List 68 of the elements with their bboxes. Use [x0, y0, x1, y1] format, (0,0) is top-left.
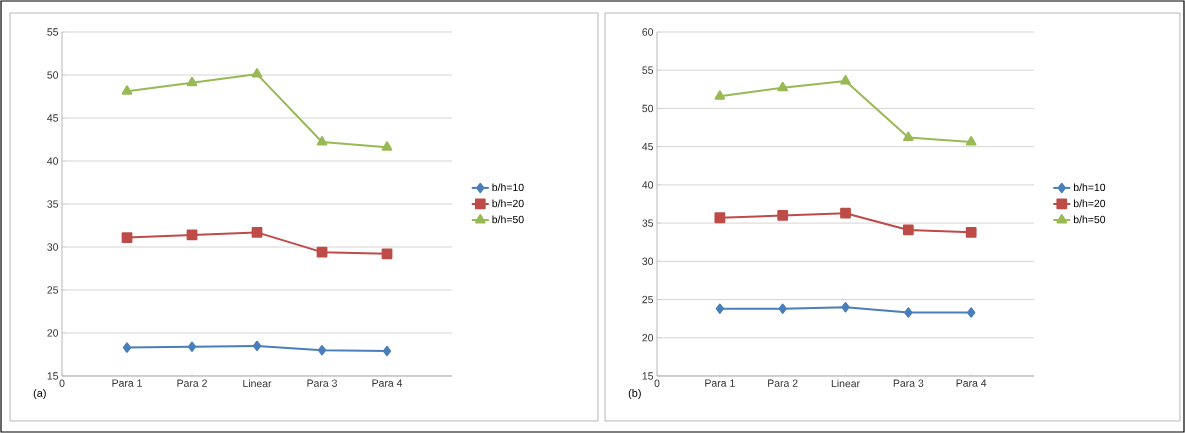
x-tick-label: Para 1	[705, 379, 735, 387]
point	[121, 85, 133, 95]
x-tick-label: 0	[654, 379, 660, 387]
x-tick-label: Para 2	[177, 379, 207, 387]
point	[902, 224, 914, 236]
x-tick-label: Para 1	[112, 379, 142, 387]
point	[840, 74, 851, 85]
point	[251, 68, 263, 78]
point	[967, 307, 976, 318]
point	[251, 226, 263, 238]
legend-label: b/h=50	[492, 215, 524, 224]
point	[715, 303, 724, 314]
point	[252, 340, 262, 352]
point	[316, 136, 328, 146]
legend-label: b/h=10	[492, 183, 524, 192]
y-tick-label: 35	[642, 219, 654, 227]
point	[316, 246, 328, 258]
point	[965, 226, 977, 238]
point	[841, 302, 850, 313]
point	[317, 345, 327, 356]
y-tick-label: 25	[642, 295, 654, 304]
text: (b)	[628, 388, 641, 400]
point	[904, 307, 913, 318]
point	[777, 81, 788, 92]
point	[187, 341, 197, 352]
x-tick-label: Para 3	[893, 379, 924, 387]
x-tick-label: Linear	[831, 379, 860, 388]
point	[121, 232, 133, 243]
y-tick-label: 20	[642, 334, 654, 342]
point	[122, 342, 132, 353]
point	[965, 136, 977, 146]
y-tick-label: 40	[642, 181, 654, 189]
x-tick-label: Para 3	[307, 379, 337, 387]
x-tick-label: Para 4	[372, 379, 403, 387]
y-tick-label: 20	[47, 329, 59, 337]
x-tick-label: Para 4	[956, 379, 987, 387]
y-tick-label: 55	[642, 66, 654, 74]
legend-label: b/h=50	[1073, 215, 1106, 224]
y-tick-label: 45	[47, 114, 59, 122]
point	[714, 90, 726, 100]
legend-label: b/h=20	[1073, 199, 1106, 208]
y-tick-label: 15	[47, 372, 59, 380]
x-tick-label: 0	[59, 379, 65, 387]
x-tick-label: Para 2	[768, 379, 798, 387]
x-tick-label: Linear	[243, 379, 272, 388]
text: (a)	[33, 388, 46, 400]
y-tick-label: 50	[47, 71, 59, 79]
y-tick-label: 40	[47, 157, 59, 165]
y-tick-label: 35	[47, 200, 59, 208]
point	[186, 76, 198, 87]
point	[840, 207, 851, 219]
legend-label: b/h=10	[1073, 183, 1106, 192]
legend-label: b/h=20	[492, 199, 524, 208]
y-tick-label: 55	[47, 28, 59, 36]
point	[714, 212, 726, 224]
y-tick-label: 30	[642, 257, 654, 266]
y-tick-label: 45	[642, 143, 654, 151]
point	[381, 248, 393, 260]
point	[778, 303, 787, 314]
point	[381, 141, 393, 151]
point	[777, 210, 789, 221]
y-tick-label: 15	[642, 372, 654, 380]
y-tick-label: 30	[47, 243, 59, 251]
y-tick-label: 25	[47, 286, 59, 294]
point	[382, 345, 392, 357]
y-tick-label: 60	[642, 28, 654, 36]
y-tick-label: 50	[642, 104, 654, 113]
point	[903, 131, 914, 141]
